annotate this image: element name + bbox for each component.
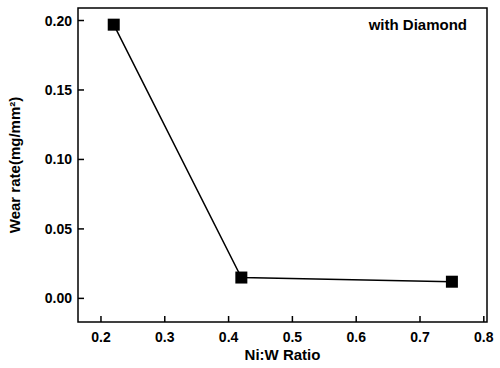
y-tick: [78, 298, 84, 300]
x-tick-label: 0.3: [155, 329, 175, 345]
y-axis-label: Wear rate(mg/mm²): [6, 97, 23, 233]
x-tick: [292, 316, 294, 322]
y-tick: [78, 89, 84, 91]
y-tick-label: 0.20: [45, 13, 72, 29]
y-tick-label: 0.15: [45, 82, 72, 98]
x-tick: [100, 316, 102, 322]
x-tick-label: 0.8: [474, 329, 494, 345]
x-tick: [483, 316, 485, 322]
x-tick: [355, 316, 357, 322]
x-tick-label: 0.2: [91, 329, 111, 345]
x-tick: [164, 316, 166, 322]
x-tick-label: 0.6: [346, 329, 366, 345]
plot-area: [108, 19, 458, 288]
x-tick-label: 0.5: [283, 329, 303, 345]
x-tick: [419, 316, 421, 322]
y-tick: [78, 20, 84, 22]
y-tick: [78, 159, 84, 161]
series-line: [114, 25, 452, 282]
annotation: with Diamond: [368, 16, 467, 33]
x-axis-label: Ni:W Ratio: [245, 346, 321, 363]
series-marker: [108, 19, 120, 31]
y-tick: [78, 228, 84, 230]
y-tick-label: 0.00: [45, 290, 72, 306]
chart-svg: 0.2 0.3 0.4 0.5 0.6 0.7 0.8 0.00 0.05 0.10 0.15 0.2…: [0, 0, 500, 368]
series-marker: [446, 276, 458, 288]
chart-container: 0.2 0.3 0.4 0.5 0.6 0.7 0.8 0.00 0.05 0.10 0.15 0.2…: [0, 0, 500, 368]
x-tick-label: 0.7: [410, 329, 430, 345]
series-marker: [235, 272, 247, 284]
x-tick: [228, 316, 230, 322]
y-tick-label: 0.10: [45, 151, 72, 167]
y-tick-label: 0.05: [45, 221, 72, 237]
plot-frame: [78, 8, 487, 322]
x-tick-label: 0.4: [219, 329, 239, 345]
